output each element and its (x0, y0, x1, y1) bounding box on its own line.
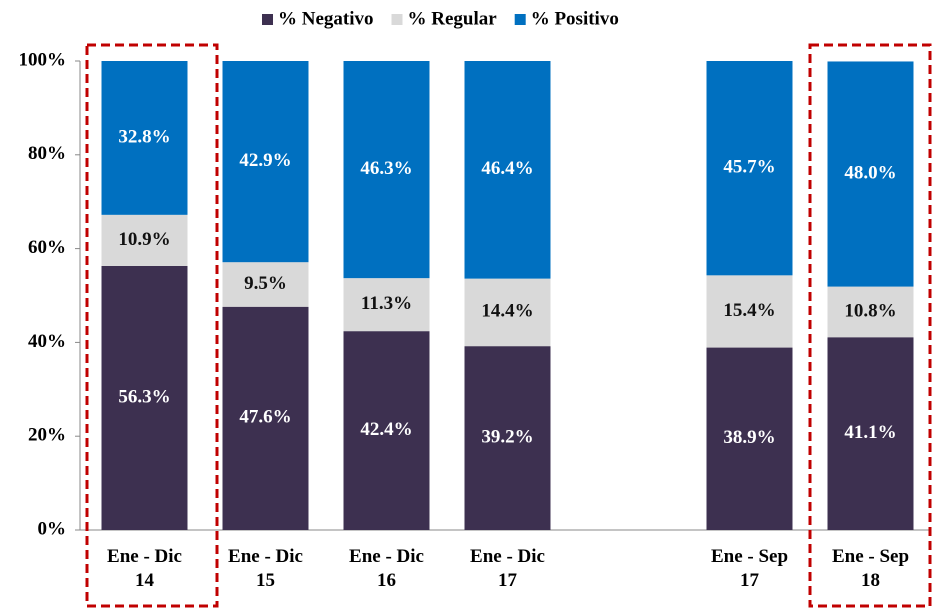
x-tick-line: Ene - Dic (107, 546, 182, 567)
x-tick-line: 14 (135, 570, 155, 591)
bar-segment (464, 278, 551, 347)
highlight-box (85, 43, 219, 608)
data-label: 15.4% (723, 300, 775, 321)
x-tick-label: Ene - Dic 15 (228, 546, 303, 591)
bar-segment (827, 286, 914, 338)
legend-label: % Regular (408, 8, 498, 29)
x-tick-line: Ene - Sep (832, 546, 909, 567)
bar-segment (222, 61, 309, 263)
bar-segment (343, 61, 430, 279)
bar-segment (827, 337, 914, 530)
bar-segment (706, 61, 793, 276)
data-label: 41.1% (844, 422, 896, 443)
y-tick-label: 40% (28, 331, 66, 352)
y-tick-label: 20% (28, 425, 66, 446)
x-tick-line: 18 (861, 570, 880, 591)
data-label: 48.0% (844, 162, 896, 183)
bar-segment (827, 61, 914, 287)
bar-segment (706, 275, 793, 348)
highlight-box (808, 43, 932, 608)
data-label: 39.2% (481, 426, 533, 447)
x-tick-label: Ene - Dic 17 (470, 546, 545, 591)
legend-swatch (262, 14, 273, 25)
data-label: 45.7% (723, 157, 775, 178)
x-tick-label: Ene - Dic 16 (349, 546, 424, 591)
legend-swatch (514, 14, 526, 25)
bar-segment (101, 214, 188, 266)
data-label: 47.6% (239, 407, 291, 428)
data-label: 42.9% (239, 150, 291, 171)
data-label: 10.8% (844, 300, 896, 321)
data-label: 42.4% (360, 419, 412, 440)
legend-swatch (391, 14, 403, 25)
legend-label: % Positivo (531, 8, 619, 29)
x-tick-line: Ene - Dic (228, 546, 303, 567)
y-tick-label: 100% (19, 49, 67, 70)
y-tick-label: 60% (28, 237, 66, 258)
data-label: 10.9% (118, 229, 170, 250)
bar-segment (101, 265, 188, 530)
bar-segment (222, 262, 309, 307)
x-tick-line: Ene - Dic (349, 546, 424, 567)
data-label: 11.3% (361, 293, 412, 314)
data-label: 46.4% (481, 158, 533, 179)
x-tick-label: Ene - Dic 14 (107, 546, 182, 591)
data-label: 32.8% (118, 126, 170, 147)
bar-segment (343, 331, 430, 530)
bar-segment (343, 278, 430, 332)
x-tick-label: Ene - Sep 17 (711, 546, 788, 591)
data-label: 14.4% (481, 301, 533, 322)
bar-segment (101, 61, 188, 215)
data-label: 46.3% (360, 158, 412, 179)
x-tick-line: 15 (256, 570, 275, 591)
data-label: 38.9% (723, 427, 775, 448)
x-tick-line: 16 (377, 570, 396, 591)
x-tick-line: Ene - Sep (711, 546, 788, 567)
bar-segment (706, 347, 793, 530)
bar-segment (464, 61, 551, 279)
x-tick-line: Ene - Dic (470, 546, 545, 567)
bar-segment (222, 306, 309, 530)
x-tick-line: 17 (498, 570, 518, 591)
x-tick-line: 17 (740, 570, 760, 591)
bar-segment (464, 346, 551, 530)
data-label: 56.3% (118, 386, 170, 407)
y-tick-label: 0% (38, 518, 67, 539)
data-label: 9.5% (244, 273, 287, 294)
legend-label: % Negativo (278, 8, 374, 29)
x-tick-label: Ene - Sep 18 (832, 546, 909, 591)
y-tick-label: 80% (28, 143, 66, 164)
